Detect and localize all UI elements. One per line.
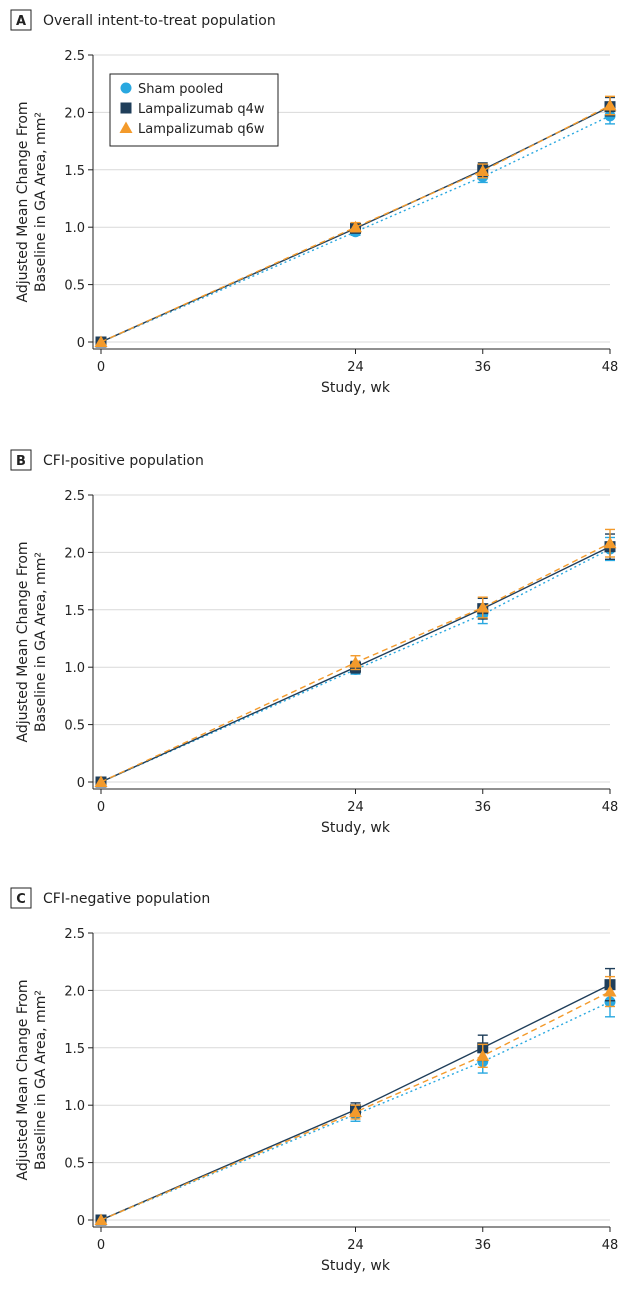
- data-point: [94, 1213, 108, 1225]
- legend-box: [109, 73, 279, 147]
- legend-label: Lampalizumab q4w: [138, 102, 265, 117]
- y-tick-label: 2.5: [64, 927, 85, 942]
- y-axis-label-line1: Adjusted Mean Change From: [15, 979, 31, 1180]
- data-point: [94, 775, 108, 787]
- y-tick-label: 1.5: [64, 164, 85, 179]
- legend-label: Lampalizumab q6w: [138, 122, 265, 137]
- legend: Sham pooled Lampalizumab q4w Lampalizumab …: [109, 73, 279, 147]
- series-q4w: [95, 967, 616, 1226]
- y-tick-label: 2.0: [64, 546, 85, 561]
- data-point: [603, 99, 617, 111]
- x-axis-label: Study, wk: [321, 820, 391, 836]
- panel-c: C CFI-negative population 0 0.5 1.0 1.5 2.0 2.5…: [10, 887, 618, 1274]
- series-line: [100, 990, 611, 1221]
- legend-marker-q4w: [120, 102, 132, 114]
- panel-a: A Overall intent-to-treat population 0 0.5 1…: [10, 9, 618, 396]
- y-tick-label: 0: [77, 336, 85, 351]
- panel-letter: A: [16, 14, 26, 29]
- y-axis-label-line1: Adjusted Mean Change From: [15, 541, 31, 742]
- panel-b: B CFI-positive population 0 0.5 1.0 1.5 2.0 2.5…: [10, 449, 618, 836]
- y-tick-label: 2.5: [64, 489, 85, 504]
- series-line: [100, 115, 611, 343]
- panel-letter-box: [10, 449, 32, 471]
- x-tick-label: 36: [474, 360, 491, 375]
- x-tick-label: 48: [602, 800, 618, 815]
- series-line: [100, 546, 611, 783]
- series-q6w: [94, 975, 617, 1225]
- x-tick-label: 24: [347, 360, 364, 375]
- panel-letter-box: [10, 9, 32, 31]
- x-tick-label: 24: [347, 1238, 364, 1253]
- y-tick-label: 0.5: [64, 279, 85, 294]
- y-tick-label: 1.5: [64, 604, 85, 619]
- series-q6w: [94, 95, 617, 347]
- x-axis-label: Study, wk: [321, 1258, 391, 1274]
- y-axis-label-line1: Adjusted Mean Change From: [15, 101, 31, 302]
- legend-marker-sham: [120, 82, 132, 94]
- x-tick-label: 36: [474, 1238, 491, 1253]
- x-tick-label: 48: [602, 360, 618, 375]
- series-q6w: [94, 528, 617, 787]
- x-tick-label: 0: [97, 1238, 105, 1253]
- y-axis-label-line2: Baseline in GA Area, mm²: [33, 990, 49, 1170]
- data-point: [476, 601, 490, 613]
- data-point: [476, 164, 490, 176]
- y-tick-label: 0.5: [64, 1157, 85, 1172]
- y-tick-label: 1.0: [64, 661, 85, 676]
- data-point: [94, 335, 108, 347]
- series-line: [100, 984, 611, 1221]
- y-axis-label-line2: Baseline in GA Area, mm²: [33, 112, 49, 292]
- data-point: [476, 1049, 490, 1061]
- panel-title: Overall intent-to-treat population: [43, 13, 276, 29]
- panel-title: CFI-negative population: [43, 891, 210, 907]
- x-tick-label: 0: [97, 800, 105, 815]
- series-line: [100, 106, 611, 343]
- y-tick-label: 1.5: [64, 1042, 85, 1057]
- series-line: [100, 542, 611, 783]
- data-point: [603, 536, 617, 549]
- y-tick-label: 0: [77, 776, 85, 791]
- x-tick-label: 24: [347, 800, 364, 815]
- data-point: [349, 656, 362, 668]
- y-tick-label: 1.0: [64, 1099, 85, 1114]
- y-tick-label: 2.0: [64, 984, 85, 999]
- x-tick-label: 48: [602, 1238, 618, 1253]
- y-tick-label: 0: [77, 1214, 85, 1229]
- y-tick-label: 2.5: [64, 49, 85, 64]
- panel-letter: B: [16, 454, 26, 469]
- data-point: [603, 985, 617, 997]
- panel-letter: C: [16, 892, 26, 907]
- legend-marker-q6w: [119, 121, 133, 133]
- y-tick-label: 2.0: [64, 106, 85, 121]
- panel-title: CFI-positive population: [43, 453, 204, 469]
- x-tick-label: 36: [474, 800, 491, 815]
- legend-label: Sham pooled: [138, 82, 223, 97]
- x-axis-label: Study, wk: [321, 380, 391, 396]
- y-axis-label-line2: Baseline in GA Area, mm²: [33, 552, 49, 732]
- data-point: [349, 220, 362, 233]
- y-tick-label: 0.5: [64, 719, 85, 734]
- y-tick-label: 1.0: [64, 221, 85, 236]
- panel-letter-box: [10, 887, 32, 909]
- data-point: [349, 1105, 362, 1118]
- x-tick-label: 0: [97, 360, 105, 375]
